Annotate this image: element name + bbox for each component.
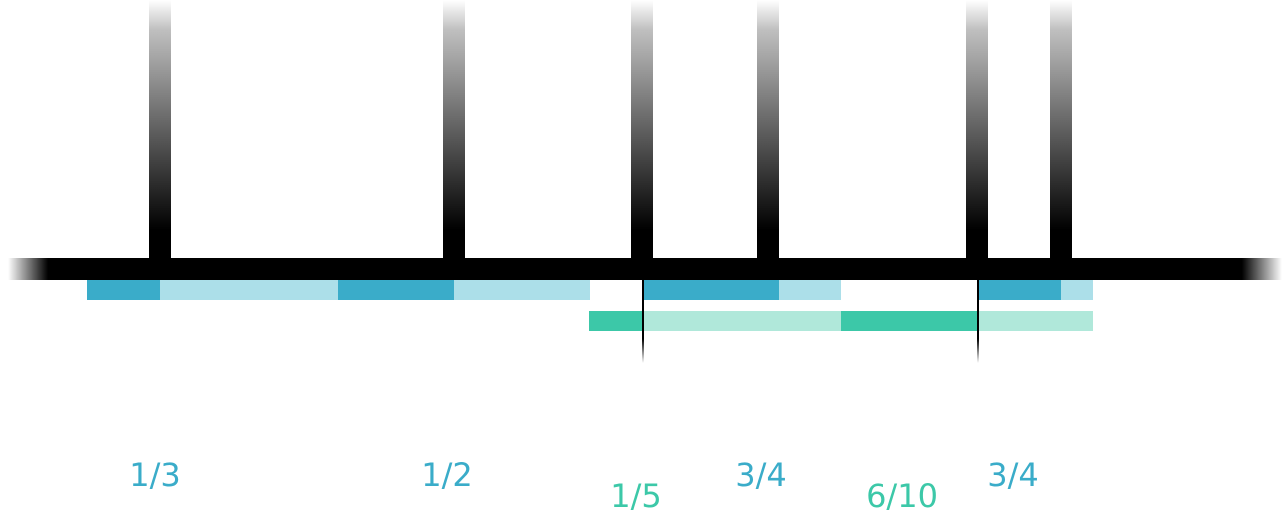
vertical-tick-1 [149,0,171,270]
vertical-tick-2 [443,0,465,270]
vertical-tick-4 [757,0,779,270]
bar-6-rest [978,311,1093,331]
bar-2-filled [338,280,454,300]
label-3-4-second: 3/4 [987,456,1039,494]
bar-4-rest [1061,280,1093,300]
bar-1-rest [160,280,338,300]
bar-1-filled [87,280,160,300]
bar-3-rest [779,280,841,300]
label-6-10: 6/10 [866,477,938,515]
horizontal-axis [8,258,1282,280]
vertical-tick-5 [966,0,988,270]
marker-tick-1 [642,279,644,363]
bar-5-rest [643,311,841,331]
bar-3-filled [643,280,779,300]
vertical-tick-3 [631,0,653,270]
label-3-4-first: 3/4 [735,456,787,494]
label-1-5: 1/5 [610,477,662,515]
bar-6-filled [841,311,978,331]
label-1-3: 1/3 [129,456,181,494]
bar-2-rest [454,280,590,300]
bar-4-filled [978,280,1061,300]
bar-5-filled [589,311,643,331]
marker-tick-2 [977,279,979,363]
vertical-tick-6 [1050,0,1072,270]
label-1-2: 1/2 [421,456,473,494]
